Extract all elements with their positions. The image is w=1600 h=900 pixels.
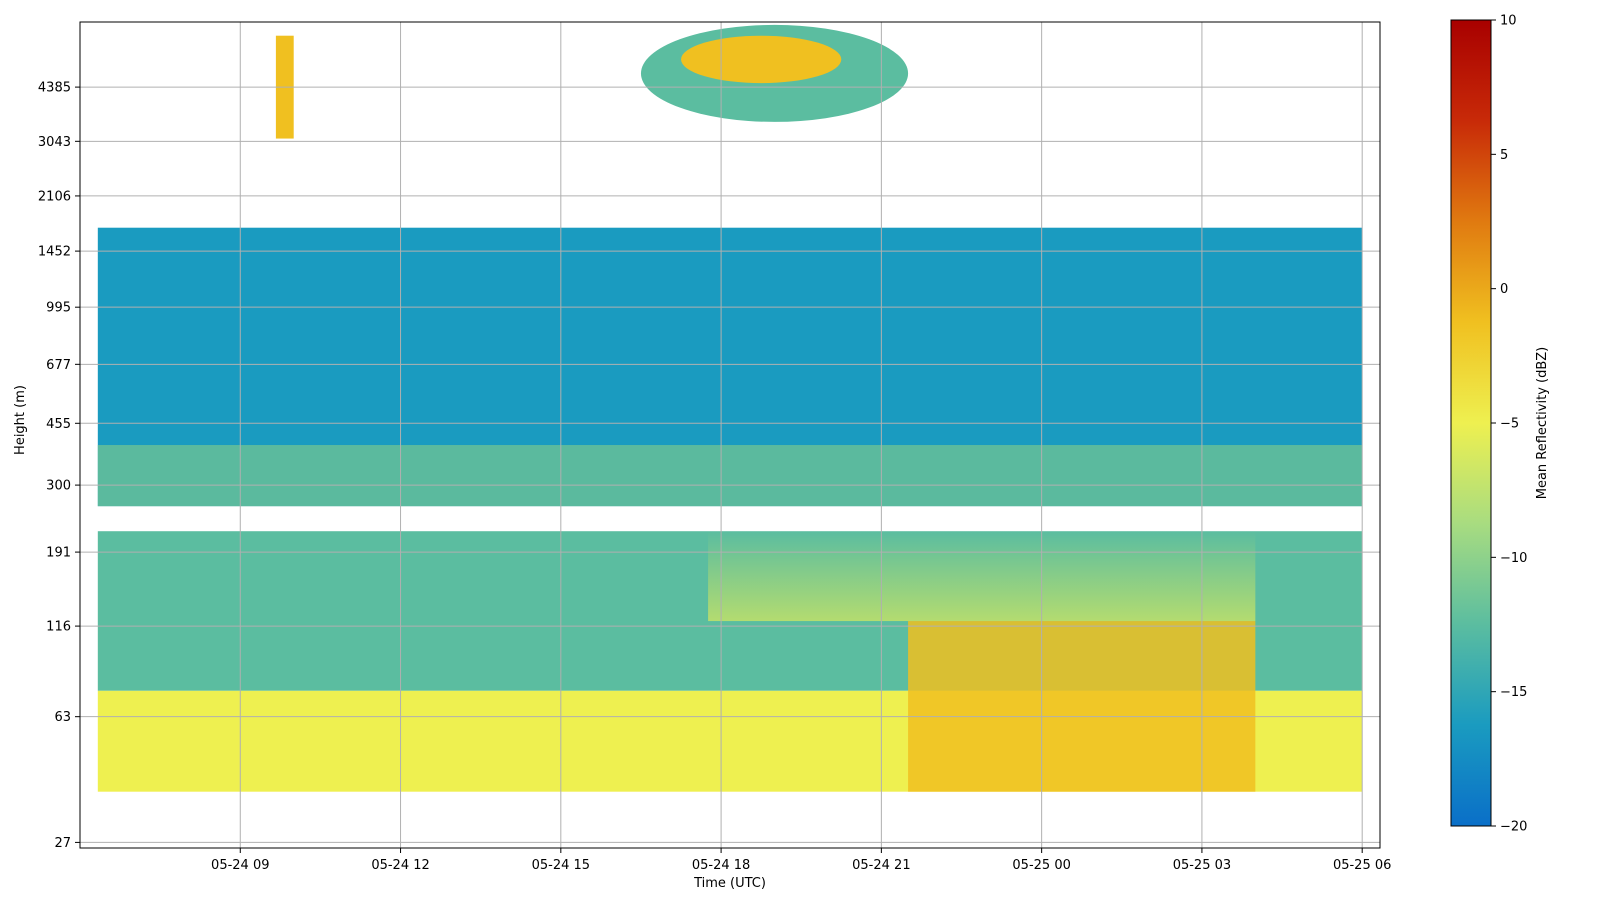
- y-tick-label: 4385: [38, 81, 71, 96]
- y-tick-label: 1452: [38, 245, 71, 260]
- x-tick-label: 05-24 15: [532, 858, 590, 873]
- colorbar-tick-label: −20: [1500, 820, 1527, 835]
- nighttime-maximum-echo: [908, 621, 1256, 792]
- y-tick-label: 191: [46, 546, 71, 561]
- x-tick-label: 05-25 00: [1012, 858, 1070, 873]
- colorbar-tick-label: 10: [1500, 14, 1517, 29]
- y-tick-label: 455: [46, 417, 71, 432]
- x-tick-label: 05-24 12: [371, 858, 429, 873]
- y-tick-label: 300: [46, 479, 71, 494]
- x-axis-label: Time (UTC): [693, 876, 766, 891]
- y-tick-label: 116: [46, 620, 71, 635]
- y-tick-label: 63: [54, 710, 71, 725]
- x-tick-label: 05-25 03: [1173, 858, 1231, 873]
- colorbar-tick-label: 0: [1500, 282, 1508, 297]
- x-tick-label: 05-24 21: [852, 858, 910, 873]
- y-tick-label: 27: [54, 836, 71, 851]
- colorbar-tick-label: −10: [1500, 551, 1527, 566]
- upper-cloud-core-echo: [681, 35, 842, 84]
- data-gap-band: [80, 506, 1380, 532]
- nighttime-lower-echo: [708, 531, 1256, 622]
- plot-frame: [79, 21, 1381, 849]
- boundary-layer-upper-echo: [97, 445, 1363, 507]
- y-tick-label: 677: [46, 358, 71, 373]
- y-tick-label: 2106: [38, 189, 71, 204]
- x-tick-label: 05-25 06: [1333, 858, 1391, 873]
- grid-lines: [80, 22, 1380, 848]
- colorbar-tick-label: 5: [1500, 148, 1508, 163]
- colorbar-gradient: [1450, 19, 1492, 827]
- colorbar-ticks: 10 5 0 −5 −10 −15 −20: [1491, 14, 1527, 835]
- y-tick-label: 995: [46, 301, 71, 316]
- heatmap-plot-area: 05-24 09 05-24 12 05-24 15 05-24 18 05-24 21…: [38, 21, 1391, 873]
- x-tick-label: 05-24 09: [211, 858, 269, 873]
- colorbar-tick-label: −15: [1500, 685, 1527, 700]
- y-axis-ticks: 27 63 116 191 300 455 677 995 1452 2106 3043 4385: [38, 81, 80, 851]
- colorbar: 10 5 0 −5 −10 −15 −20 Mean Reflectivity (dBZ): [1450, 14, 1550, 835]
- colorbar-label: Mean Reflectivity (dBZ): [1535, 347, 1550, 500]
- reflectivity-field: [80, 24, 1380, 792]
- x-tick-label: 05-24 18: [692, 858, 750, 873]
- colorbar-tick-label: −5: [1500, 417, 1519, 432]
- x-axis-ticks: 05-24 09 05-24 12 05-24 15 05-24 18 05-24 21…: [211, 848, 1391, 873]
- y-tick-label: 3043: [38, 135, 71, 150]
- y-axis-label: Height (m): [13, 385, 28, 455]
